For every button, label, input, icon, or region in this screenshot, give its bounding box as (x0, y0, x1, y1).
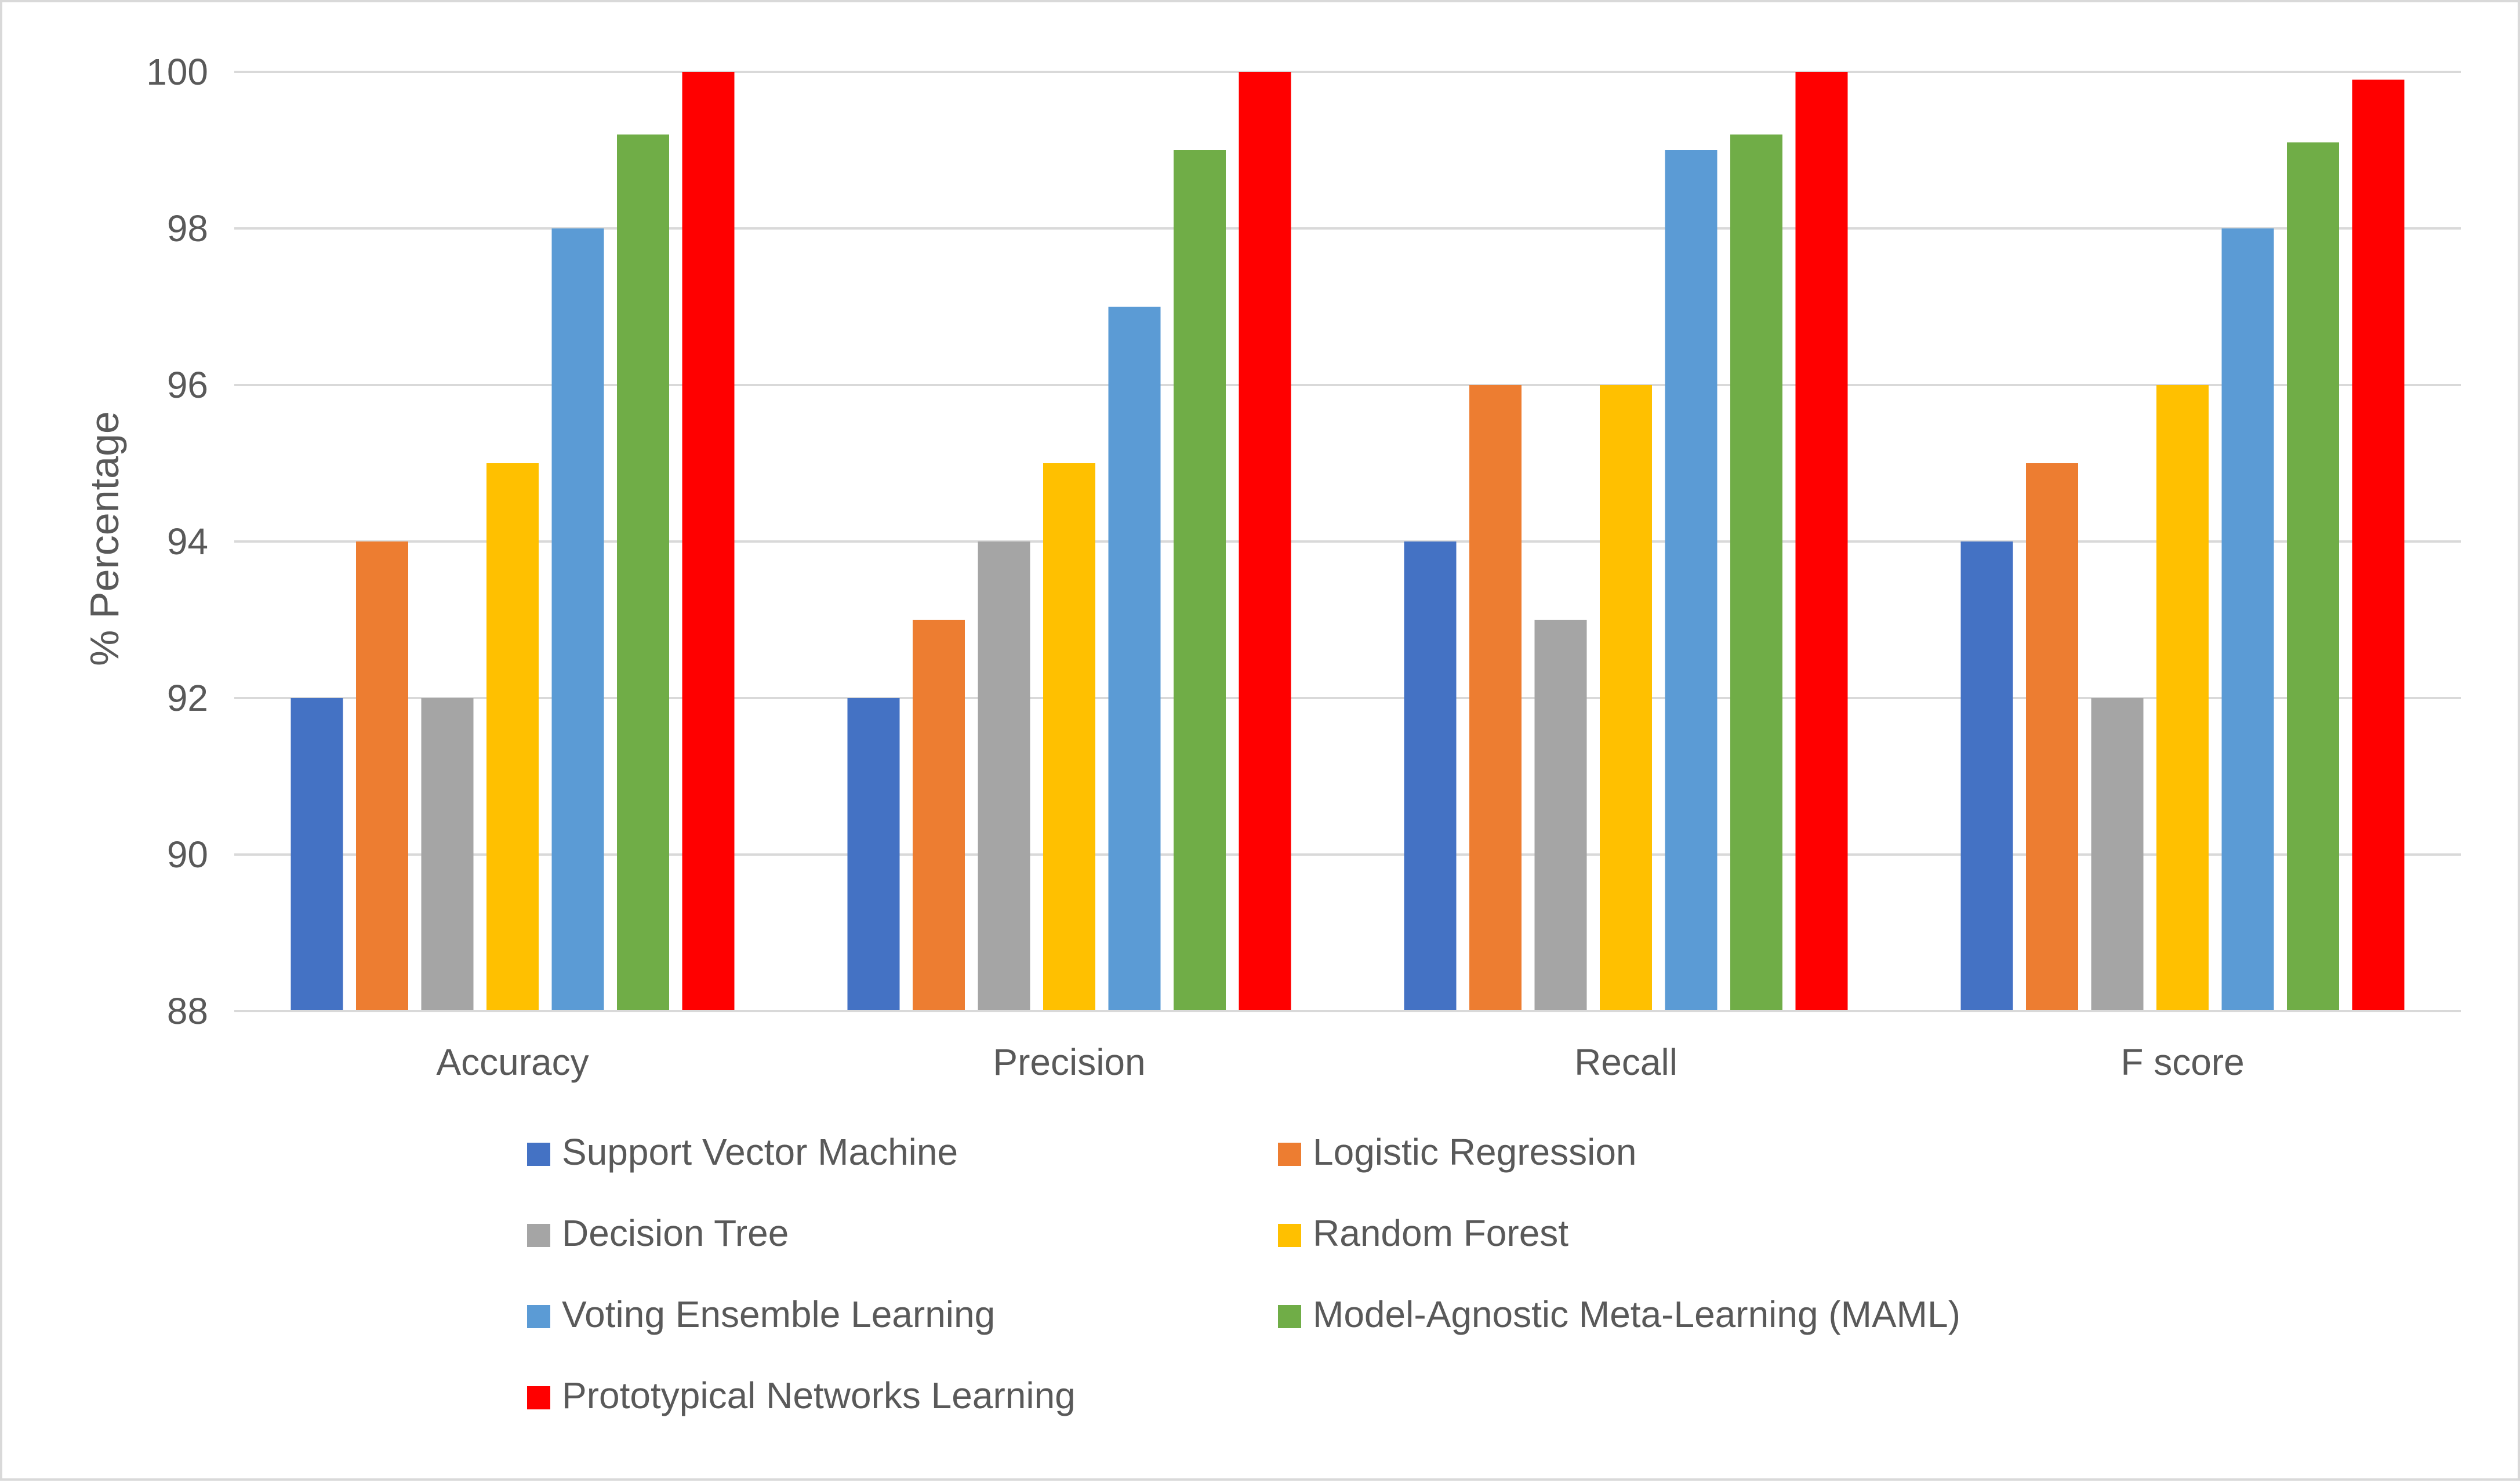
legend-label: Prototypical Networks Learning (562, 1375, 1076, 1416)
bar-3-accuracy (421, 698, 474, 1011)
bar-2-recall (1469, 385, 1522, 1011)
y-tick-label: 96 (167, 364, 208, 406)
legend-swatch (527, 1386, 550, 1409)
legend-label: Voting Ensemble Learning (562, 1293, 995, 1335)
bar-6-accuracy (617, 135, 669, 1011)
y-tick-label: 88 (167, 990, 208, 1032)
x-tick-label: F score (2120, 1041, 2244, 1083)
y-tick-label: 94 (167, 521, 208, 562)
bar-2-f-score (2026, 463, 2078, 1011)
x-tick-label: Recall (1574, 1041, 1677, 1083)
bar-1-recall (1404, 541, 1457, 1011)
legend-swatch (1278, 1143, 1301, 1166)
y-tick-label: 98 (167, 208, 208, 249)
bar-1-f-score (1960, 541, 2013, 1011)
legend-label: Decision Tree (562, 1212, 789, 1254)
bar-2-precision (913, 620, 965, 1011)
legend-swatch (527, 1305, 550, 1328)
bar-1-accuracy (291, 698, 343, 1011)
legend-label: Random Forest (1313, 1212, 1568, 1254)
bar-6-recall (1730, 135, 1782, 1011)
bar-4-f-score (2156, 385, 2209, 1011)
bar-4-recall (1600, 385, 1652, 1011)
bar-1-precision (847, 698, 900, 1011)
x-tick-label: Precision (993, 1041, 1145, 1083)
y-tick-label: 100 (146, 51, 208, 93)
bar-7-f-score (2352, 79, 2405, 1011)
legend: Support Vector Machine Logistic Regressio… (527, 1131, 1960, 1416)
bar-3-recall (1534, 620, 1587, 1011)
bar-5-recall (1665, 150, 1717, 1011)
y-axis-title: % Percentage (82, 411, 127, 666)
bar-3-f-score (2091, 698, 2144, 1011)
x-tick-label: Accuracy (436, 1041, 589, 1083)
bar-5-accuracy (551, 228, 604, 1011)
legend-label: Model-Agnostic Meta-Learning (MAML) (1313, 1293, 1960, 1335)
gridlines (234, 71, 2461, 1012)
bar-4-precision (1043, 463, 1095, 1011)
bar-5-precision (1108, 307, 1161, 1011)
y-tick-label: 92 (167, 677, 208, 719)
legend-label: Support Vector Machine (562, 1131, 958, 1173)
legend-swatch (1278, 1224, 1301, 1247)
y-tick-label: 90 (167, 834, 208, 875)
bar-4-accuracy (486, 463, 539, 1011)
legend-swatch (527, 1224, 550, 1247)
bar-6-f-score (2287, 142, 2339, 1011)
bar-7-accuracy (682, 72, 735, 1011)
bar-5-f-score (2221, 228, 2274, 1011)
bars (291, 72, 2405, 1011)
axes: 88 90 92 94 96 98 100 Accuracy Precision Recall F … (146, 51, 2461, 1083)
legend-swatch (527, 1143, 550, 1166)
legend-swatch (1278, 1305, 1301, 1328)
bar-2-accuracy (356, 541, 408, 1011)
bar-3-precision (978, 541, 1030, 1011)
bar-6-precision (1174, 150, 1226, 1011)
legend-label: Logistic Regression (1313, 1131, 1637, 1173)
bar-7-recall (1795, 72, 1848, 1011)
bar-7-precision (1239, 72, 1291, 1011)
